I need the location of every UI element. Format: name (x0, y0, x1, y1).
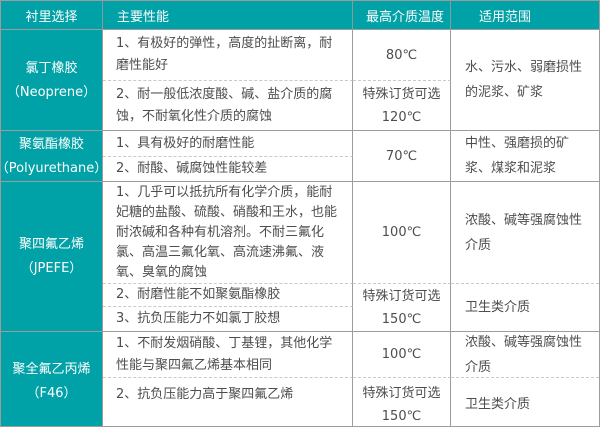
lining-name-neoprene: 氯丁橡胶 （Neoprene） (1, 30, 103, 130)
lining-name-en: （JPEFE） (20, 261, 83, 276)
lining-name-polyurethane: 聚氨酯橡胶 （Polyurethane） (1, 131, 107, 181)
performance-text: 1、具有极好的耐磨性能 (116, 135, 255, 151)
lining-name-cn: 氯丁橡胶 (25, 60, 78, 76)
performance-text: 2、耐磨性能不如聚氨酯橡胶 (116, 287, 281, 302)
temperature-value: 特殊订货可选 150℃ (353, 283, 451, 331)
application-range: 卫生类介质 (451, 283, 599, 331)
temperature-line: 特殊订货可选 (362, 385, 441, 401)
table-row-neoprene: 氯丁橡胶 （Neoprene） 1、有极好的弹性，高度的扯断离，耐磨性能好 2、… (1, 29, 599, 130)
performance-item: 2、耐一般低浓度酸、碱、盐介质的腐蚀，不耐氧化性介质的腐蚀 (103, 80, 353, 130)
lining-name-en: （Polyurethane） (0, 160, 108, 176)
performance-item: 2、抗负压能力高于聚四氟乙烯 (103, 377, 353, 426)
lining-name-f46: 聚全氟乙丙烯 （F46） (1, 332, 103, 426)
lining-name-en: （F46） (26, 386, 77, 401)
lining-name-cn: 聚氨酯橡胶 (18, 136, 84, 152)
performance-item: 1、具有极好的耐磨性能 (103, 131, 353, 156)
performance-item: 1、几乎可以抵抗所有化学介质，能耐妃糖的盐酸、硫酸、硝酸和王水，也能耐浓碱和各种… (103, 182, 353, 283)
temperature-value: 100℃ (353, 182, 451, 283)
performance-text: 1、几乎可以抵抗所有化学介质，能耐妃糖的盐酸、硫酸、硝酸和王水，也能耐浓碱和各种… (116, 184, 338, 280)
application-text: 浓酸、碱等强腐蚀性介质 (465, 334, 583, 375)
performance-text: 2、耐一般低浓度酸、碱、盐介质的腐蚀，不耐氧化性介质的腐蚀 (116, 86, 333, 124)
application-text: 卫生类介质 (465, 300, 531, 315)
performance-text: 2、抗负压能力高于聚四氟乙烯 (116, 387, 294, 402)
performance-text: 1、不耐发烟硝酸、丁基锂，其他化学性能与聚四氟乙烯基本相同 (116, 335, 333, 373)
application-range: 卫生类介质 (451, 377, 599, 426)
temperature-value: 70℃ (353, 131, 451, 181)
lining-name-cn: 聚全氟乙丙烯 (12, 362, 91, 377)
application-text: 浓酸、碱等强腐蚀性介质 (465, 212, 583, 253)
header-cell-max-temperature: 最高介质温度 (353, 1, 451, 29)
table-row-ptfe: 聚四氟乙烯 （JPEFE） 1、几乎可以抵抗所有化学介质，能耐妃糖的盐酸、硫酸、… (1, 181, 599, 331)
application-range: 中性、强磨损的矿浆、煤浆和泥浆 (451, 131, 599, 181)
performance-text: 2、耐酸、碱腐蚀性能较差 (116, 161, 268, 176)
temperature-line: 特殊订货可选 (362, 86, 441, 102)
performance-text: 3、抗负压能力不如氯丁胶想 (116, 311, 281, 326)
lining-name-en: （Neoprene） (6, 84, 97, 100)
application-range: 水、污水、弱磨损性的泥浆、矿浆 (451, 30, 599, 130)
header-cell-performance: 主要性能 (103, 1, 353, 29)
temperature-value: 特殊订货可选 150℃ (353, 377, 451, 426)
temperature-line: 特殊订货可选 (362, 288, 441, 304)
temperature-line: 80℃ (385, 47, 418, 63)
table-header-row: 衬里选择 主要性能 最高介质温度 适用范围 (1, 1, 599, 29)
performance-item: 3、抗负压能力不如氯丁胶想 (103, 306, 353, 331)
application-range: 浓酸、碱等强腐蚀性介质 (451, 332, 599, 377)
table-row-polyurethane: 聚氨酯橡胶 （Polyurethane） 1、具有极好的耐磨性能 2、耐酸、碱腐… (1, 130, 599, 181)
temperature-line: 100℃ (381, 347, 422, 362)
performance-text: 1、有极好的弹性，高度的扯断离，耐磨性能好 (116, 36, 333, 73)
performance-item: 1、不耐发烟硝酸、丁基锂，其他化学性能与聚四氟乙烯基本相同 (103, 332, 353, 377)
temperature-line: 70℃ (385, 148, 418, 164)
header-cell-lining: 衬里选择 (1, 1, 103, 29)
performance-item: 2、耐磨性能不如聚氨酯橡胶 (103, 283, 353, 306)
temperature-value: 100℃ (353, 332, 451, 377)
application-text: 水、污水、弱磨损性的泥浆、矿浆 (465, 60, 583, 100)
lining-name-cn: 聚四氟乙烯 (18, 237, 84, 252)
temperature-line: 100℃ (381, 225, 422, 240)
table-row-f46: 聚全氟乙丙烯 （F46） 1、不耐发烟硝酸、丁基锂，其他化学性能与聚四氟乙烯基本… (1, 331, 599, 426)
application-range: 浓酸、碱等强腐蚀性介质 (451, 182, 599, 283)
application-text: 卫生类介质 (465, 397, 531, 412)
temperature-line: 150℃ (381, 311, 422, 327)
performance-item: 2、耐酸、碱腐蚀性能较差 (103, 156, 353, 181)
application-text: 中性、强磨损的矿浆、煤浆和泥浆 (465, 136, 570, 176)
temperature-line: 120℃ (381, 109, 422, 125)
temperature-line: 150℃ (381, 408, 422, 424)
performance-item: 1、有极好的弹性，高度的扯断离，耐磨性能好 (103, 30, 353, 80)
lining-name-ptfe: 聚四氟乙烯 （JPEFE） (1, 182, 103, 331)
temperature-value: 特殊订货可选 120℃ (353, 80, 451, 130)
header-cell-application: 适用范围 (479, 9, 532, 25)
temperature-value: 80℃ (353, 30, 451, 80)
